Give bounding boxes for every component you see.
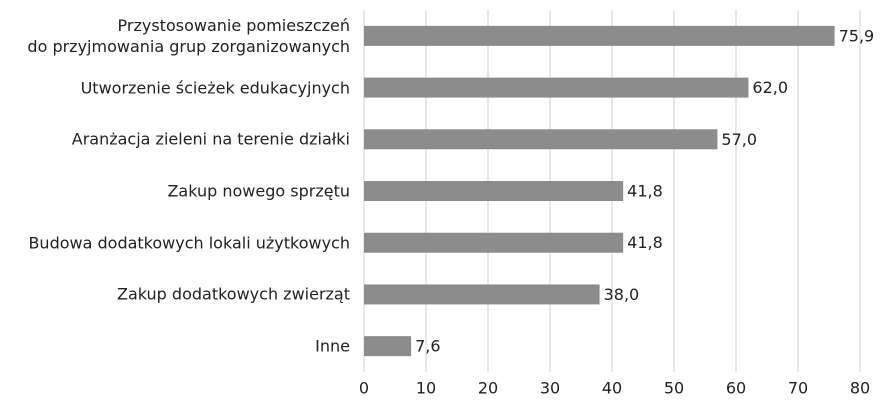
- bar: [364, 284, 600, 305]
- x-tick-label: 70: [788, 379, 808, 398]
- x-tick-label: 80: [850, 379, 870, 398]
- data-label: 7,6: [415, 337, 440, 356]
- data-label: 38,0: [604, 285, 640, 304]
- bar: [364, 181, 624, 201]
- data-label: 41,8: [627, 233, 663, 252]
- x-tick-label: 20: [478, 379, 498, 398]
- y-tick-label: Aranżacja zieleni na terenie działki: [71, 129, 350, 149]
- y-tick-label: Zakup nowego sprzętu: [167, 181, 350, 201]
- bar: [364, 232, 624, 253]
- y-tick-label: Budowa dodatkowych lokali użytkowych: [28, 233, 350, 253]
- data-label: 57,0: [721, 130, 757, 149]
- data-label: 62,0: [752, 78, 788, 97]
- bar: [364, 129, 718, 150]
- y-tick-label: Utworzenie ścieżek edukacyjnych: [80, 78, 350, 98]
- data-label: 41,8: [627, 182, 663, 201]
- x-tick-label: 50: [664, 379, 684, 398]
- x-tick-label: 0: [359, 379, 369, 398]
- bar: [364, 336, 412, 357]
- bar: [364, 77, 749, 98]
- x-tick-label: 60: [726, 379, 746, 398]
- bar: [364, 25, 835, 46]
- y-tick-label: Przystosowanie pomieszczeń do przyjmowan…: [27, 15, 350, 56]
- x-tick-label: 10: [416, 379, 436, 398]
- y-tick-label: Zakup dodatkowych zwierząt: [117, 284, 350, 304]
- x-tick-label: 40: [602, 379, 622, 398]
- data-label: 75,9: [839, 26, 875, 45]
- y-tick-label: Inne: [315, 336, 350, 356]
- x-tick-label: 30: [540, 379, 560, 398]
